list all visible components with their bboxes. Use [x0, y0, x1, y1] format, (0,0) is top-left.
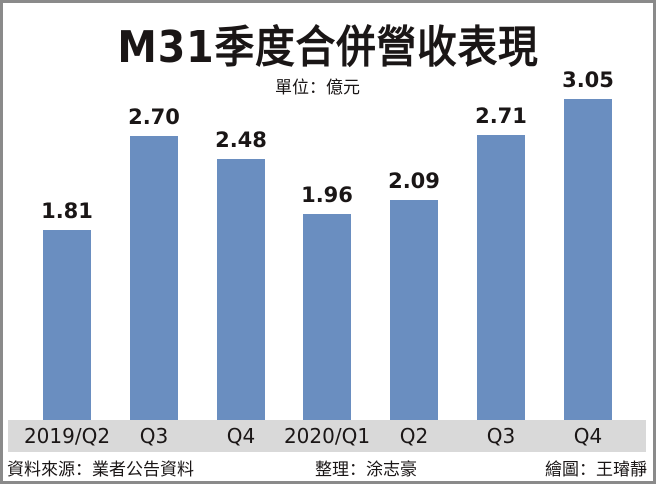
bar-value-label: 1.81: [41, 199, 93, 223]
bar-value-label: 3.05: [562, 68, 614, 92]
bar-value-label: 2.48: [215, 128, 267, 152]
x-tick-label: 2019/Q2: [23, 424, 111, 448]
source-note: 資料來源：業者公告資料: [7, 460, 194, 480]
x-tick-label: 2020/Q1: [283, 424, 371, 448]
editor-credit: 整理：涂志豪: [315, 460, 417, 480]
bar-value-label: 2.70: [128, 105, 180, 129]
unit-label: 單位：億元: [275, 78, 360, 98]
bar-value-label: 2.71: [475, 104, 527, 128]
chart-frame: M31季度合併營收表現 單位：億元 資料來源：業者公告資料 整理：涂志豪 繪圖：…: [3, 3, 653, 481]
x-tick-label: Q3: [486, 424, 516, 448]
illustrator-credit: 繪圖：王璿靜: [545, 460, 647, 480]
x-tick-label: Q3: [139, 424, 169, 448]
bar: [390, 200, 438, 420]
bar-value-label: 2.09: [388, 169, 440, 193]
x-tick-label: Q4: [226, 424, 256, 448]
bar: [217, 159, 265, 420]
bar: [43, 230, 91, 420]
bar-value-label: 1.96: [301, 183, 353, 207]
x-tick-label: Q4: [573, 424, 603, 448]
bar: [564, 99, 612, 420]
x-axis-band: [8, 420, 646, 452]
chart-title: M31季度合併營收表現: [117, 22, 539, 73]
bar: [130, 136, 178, 420]
bar: [303, 214, 351, 420]
bar: [477, 135, 525, 420]
x-tick-label: Q2: [399, 424, 429, 448]
